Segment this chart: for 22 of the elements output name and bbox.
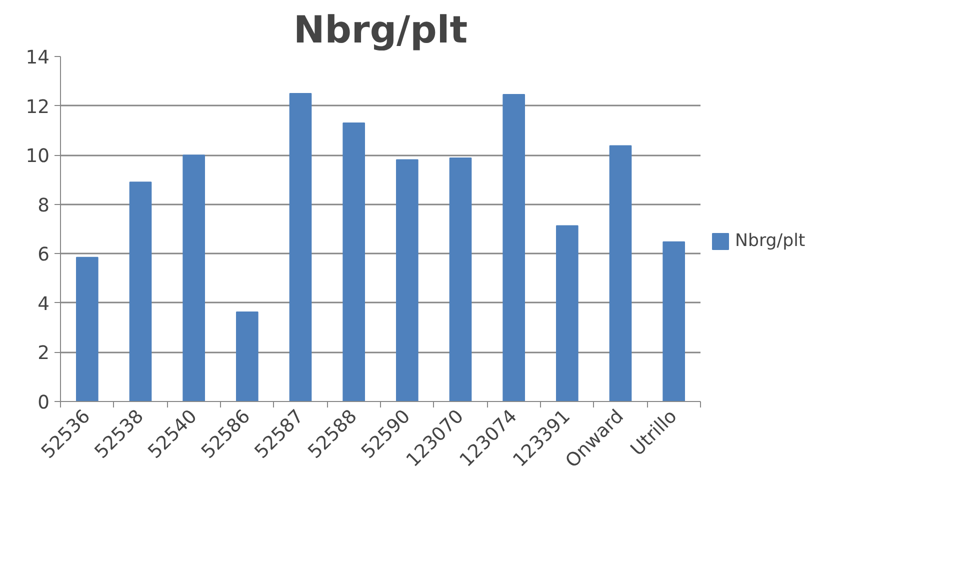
bar: [76, 256, 98, 402]
bar: [182, 154, 205, 402]
chart-title: Nbrg/plt: [293, 8, 468, 52]
bar: [609, 145, 632, 402]
y-tick-label: 14: [26, 48, 50, 68]
y-tick-label: 2: [38, 343, 50, 364]
bar: [236, 312, 258, 402]
bar: [449, 158, 472, 402]
bar: [129, 182, 152, 402]
legend-label: Nbrg/plt: [735, 231, 806, 251]
bar: [556, 225, 578, 402]
bar: [662, 241, 685, 402]
y-tick-label: 6: [38, 244, 50, 266]
y-tick-label: 4: [38, 294, 50, 315]
bar: [342, 122, 365, 402]
y-tick-label: 10: [26, 146, 50, 168]
bar: [396, 159, 418, 402]
bar: [289, 92, 312, 402]
y-tick-label: 8: [38, 195, 50, 216]
y-tick-label: 12: [26, 96, 50, 118]
y-tick-label: 0: [38, 392, 50, 414]
bar: [502, 94, 525, 402]
